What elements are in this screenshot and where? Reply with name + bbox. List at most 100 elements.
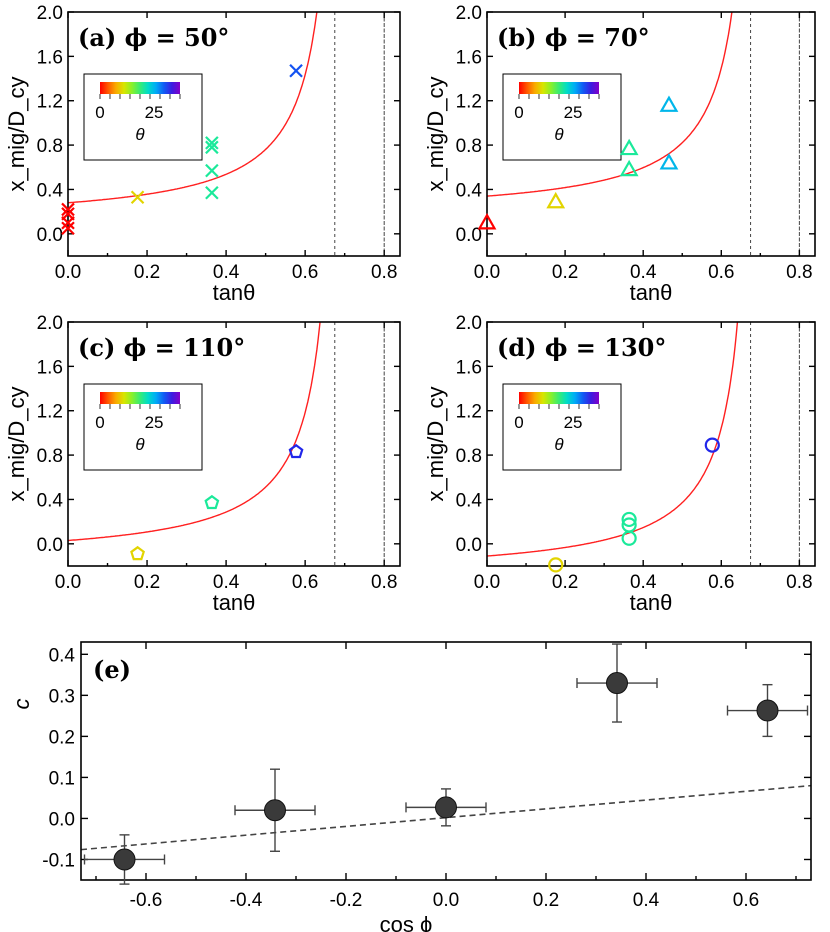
y-tick-label: -0.1 — [42, 850, 75, 871]
colorbar — [100, 392, 180, 404]
x-tick-label: 0.6 — [708, 572, 734, 593]
y-tick-label: 1.6 — [37, 47, 63, 68]
x-axis-label: cos ϕ — [380, 912, 433, 932]
data-point-triangle — [659, 153, 679, 170]
x-tick-label: 0.2 — [552, 572, 578, 593]
data-point-pentagon — [288, 443, 304, 459]
data-point-triangle — [619, 138, 639, 156]
colorbar — [100, 82, 180, 94]
x-tick-label: 0.2 — [552, 262, 578, 283]
x-tick-label: 0.8 — [371, 572, 397, 593]
x-tick-label: 0.8 — [786, 262, 812, 283]
y-tick-label: 1.2 — [37, 402, 63, 423]
x-tick-label: 0.8 — [371, 262, 397, 283]
y-tick-label: 1.6 — [456, 357, 482, 378]
panel-d: 0.0 0.2 0.4 0.6 0.8 0.0 0.4 0.8 1.2 1.6 2.0 tanθ x_m… — [423, 313, 816, 615]
y-axis-label: c — [9, 699, 34, 710]
y-tick-label: 0.4 — [37, 490, 64, 511]
y-tick-label: 0.8 — [456, 446, 482, 467]
data-point-x — [61, 215, 75, 230]
colorbar-label: θ — [135, 435, 145, 454]
panel-a: 0.0 0.2 0.4 0.6 0.8 0.0 0.4 0.8 1.2 1.6 2.0 tanθ x_m… — [4, 3, 401, 305]
y-tick-label: 0.0 — [37, 535, 63, 556]
x-axis-label: tanθ — [630, 590, 673, 615]
y-tick-label: 0.0 — [49, 809, 75, 830]
colorbar-tick-label: 0 — [95, 413, 104, 432]
x-tick-label: 0.0 — [433, 890, 459, 911]
data-point-x — [205, 163, 219, 178]
x-tick-label: 0.8 — [786, 572, 812, 593]
x-tick-label: 0.0 — [55, 572, 81, 593]
data-point-triangle — [619, 159, 639, 177]
data-point-triangle — [546, 191, 566, 209]
x-tick-label: 0.4 — [213, 262, 240, 283]
fit-curve — [487, 322, 739, 557]
y-tick-label: 2.0 — [456, 3, 482, 24]
y-tick-label: 2.0 — [456, 313, 482, 334]
data-point-x — [61, 221, 75, 236]
y-tick-label: 2.0 — [37, 3, 63, 24]
y-tick-label: 0.8 — [37, 446, 63, 467]
y-tick-label: 1.2 — [456, 92, 482, 113]
data-point-circle — [621, 530, 637, 546]
panel-b: 0.0 0.2 0.4 0.6 0.8 0.0 0.4 0.8 1.2 1.6 2.0 tanθ x_m… — [423, 3, 816, 305]
x-axis-label: tanθ — [630, 280, 673, 305]
panel-title: (d) ϕ = 130° — [497, 333, 666, 362]
x-tick-label: 0.0 — [55, 262, 81, 283]
plot-frame — [80, 641, 812, 881]
y-tick-label: 0.1 — [49, 768, 75, 789]
data-point-pentagon — [130, 545, 145, 561]
fit-curve — [68, 12, 318, 204]
colorbar-tick-label: 25 — [145, 103, 164, 122]
x-tick-label: 0.0 — [474, 572, 500, 593]
x-tick-label: -0.2 — [330, 890, 363, 911]
data-point — [264, 799, 286, 822]
colorbar-tick-label: 0 — [514, 413, 523, 432]
data-point-x — [205, 136, 219, 150]
x-tick-label: 0.6 — [292, 262, 318, 283]
panel-title: (c) ϕ = 110° — [78, 333, 245, 362]
data-point-circle — [704, 437, 720, 453]
y-axis-label: x_mig/D_cy — [4, 77, 29, 192]
panel-title: (e) — [93, 655, 131, 684]
y-axis-label: x_mig/D_cy — [4, 387, 29, 502]
y-tick-label: 1.6 — [37, 357, 63, 378]
x-tick-label: 0.2 — [134, 262, 160, 283]
y-axis-label: x_mig/D_cy — [423, 77, 448, 192]
y-tick-label: 0.4 — [456, 180, 483, 201]
x-tick-label: 0.2 — [134, 572, 160, 593]
data-point-circle — [621, 511, 637, 528]
data-point — [756, 699, 779, 722]
data-point-pentagon — [204, 494, 220, 510]
x-tick-label: 0.6 — [733, 890, 759, 911]
data-point-x — [61, 202, 75, 217]
x-tick-label: 0.6 — [708, 262, 734, 283]
x-tick-label: 0.4 — [630, 262, 657, 283]
data-point — [113, 848, 136, 871]
panel-title: (a) ϕ = 50° — [78, 23, 229, 52]
data-point-x — [205, 140, 219, 155]
y-tick-label: 0.4 — [456, 490, 483, 511]
colorbar — [519, 392, 599, 404]
y-tick-label: 0.8 — [456, 136, 482, 157]
x-tick-label: 0.4 — [633, 890, 660, 911]
y-tick-label: 0.0 — [456, 535, 482, 556]
colorbar-label: θ — [554, 435, 564, 454]
panel-title: (b) ϕ = 70° — [497, 23, 650, 52]
y-tick-label: 1.2 — [456, 402, 482, 423]
x-tick-label: 0.4 — [630, 572, 657, 593]
trend-line — [80, 784, 812, 851]
x-tick-label: 0.0 — [474, 262, 500, 283]
y-tick-label: 2.0 — [37, 313, 63, 334]
data-point-x — [205, 186, 219, 200]
data-point-x — [289, 64, 303, 78]
y-tick-label: 0.0 — [456, 225, 482, 246]
fit-curve — [68, 322, 321, 542]
colorbar-tick-label: 25 — [564, 103, 583, 122]
y-tick-label: 1.6 — [456, 47, 482, 68]
panel-e: -0.6 -0.4 -0.2 0.0 0.2 0.4 0.6 -0.1 0.0 0.1 0.2 0.3… — [9, 641, 812, 932]
colorbar-tick-label: 25 — [145, 413, 164, 432]
plot-frame — [67, 321, 401, 567]
data-point-circle — [548, 557, 564, 573]
